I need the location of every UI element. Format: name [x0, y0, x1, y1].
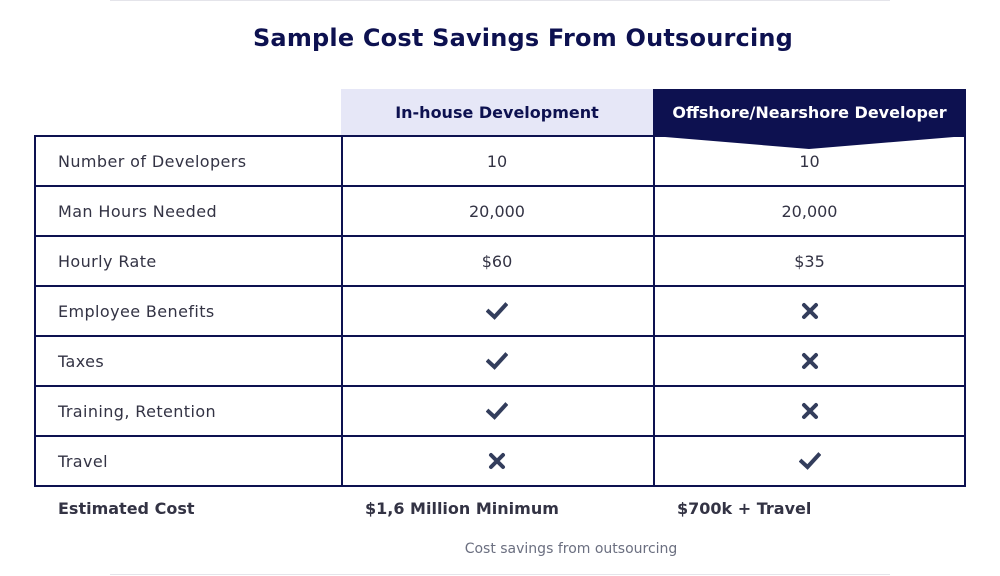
column-header-inhouse: In-house Development [341, 89, 653, 136]
top-divider [110, 0, 890, 1]
check-icon [798, 450, 821, 472]
inhouse-value-text: 20,000 [469, 201, 525, 221]
row-label: Number of Developers [58, 151, 247, 171]
check-icon [486, 300, 508, 322]
row-label: Hourly Rate [58, 251, 157, 271]
table-row: Hourly Rate $60 $35 [36, 237, 964, 287]
inhouse-value [341, 437, 653, 485]
figure-caption: Cost savings from outsourcing [464, 541, 678, 557]
table-row: Taxes [36, 337, 964, 387]
offshore-value: 10 [653, 137, 964, 185]
row-divider [36, 185, 964, 187]
row-divider [36, 235, 964, 237]
inhouse-value-text: $60 [481, 251, 513, 271]
row-divider [36, 285, 964, 287]
offshore-value: 20,000 [653, 187, 964, 235]
offshore-header-ribbon [653, 89, 966, 149]
estimated-cost-offshore: $700k + Travel [677, 498, 812, 518]
estimated-cost-inhouse: $1,6 Million Minimum [365, 498, 559, 518]
inhouse-value: 20,000 [341, 187, 653, 235]
page-title: Sample Cost Savings From Outsourcing [252, 24, 794, 52]
inhouse-value: 10 [341, 137, 653, 185]
table-row: Training, Retention [36, 387, 964, 437]
cross-icon [486, 450, 508, 472]
row-label: Taxes [58, 351, 105, 371]
row-label: Employee Benefits [58, 301, 215, 321]
offshore-value [653, 287, 964, 335]
inhouse-value [341, 337, 653, 385]
offshore-value [653, 337, 964, 385]
row-label: Man Hours Needed [58, 201, 218, 221]
offshore-value-text: $35 [794, 251, 825, 271]
table-row: Man Hours Needed 20,000 20,000 [36, 187, 964, 237]
estimated-cost-label: Estimated Cost [58, 498, 195, 518]
inhouse-value [341, 387, 653, 435]
column-header-offshore: Offshore/Nearshore Developer [653, 89, 966, 149]
table-row: Number of Developers 10 10 [36, 137, 964, 187]
inhouse-value: $60 [341, 237, 653, 285]
offshore-value: $35 [653, 237, 964, 285]
comparison-table: Number of Developers 10 10 Man Hours Nee… [34, 135, 966, 487]
column-header-offshore-label: Offshore/Nearshore Developer [672, 102, 947, 122]
row-label: Training, Retention [58, 401, 217, 421]
row-divider [36, 435, 964, 437]
offshore-value-text: 10 [799, 151, 820, 171]
row-divider [36, 335, 964, 337]
row-divider [36, 385, 964, 387]
cross-icon [799, 400, 821, 422]
inhouse-value-text: 10 [486, 151, 508, 171]
offshore-value [653, 387, 964, 435]
offshore-value [653, 437, 964, 485]
inhouse-value [341, 287, 653, 335]
row-label: Travel [58, 451, 108, 471]
cross-icon [799, 300, 821, 322]
check-icon [486, 350, 508, 372]
table-row: Travel [36, 437, 964, 487]
cross-icon [799, 350, 821, 372]
bottom-divider [110, 574, 890, 575]
offshore-value-text: 20,000 [781, 201, 838, 221]
check-icon [486, 400, 508, 422]
table-row: Employee Benefits [36, 287, 964, 337]
